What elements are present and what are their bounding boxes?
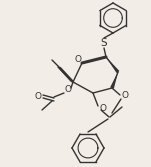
Polygon shape xyxy=(110,72,118,89)
Text: O: O xyxy=(74,54,82,63)
Text: O: O xyxy=(100,104,106,113)
Text: O: O xyxy=(122,91,129,100)
Text: O: O xyxy=(34,92,42,101)
Text: O: O xyxy=(64,85,72,94)
Text: S: S xyxy=(101,38,107,48)
Polygon shape xyxy=(106,57,119,73)
